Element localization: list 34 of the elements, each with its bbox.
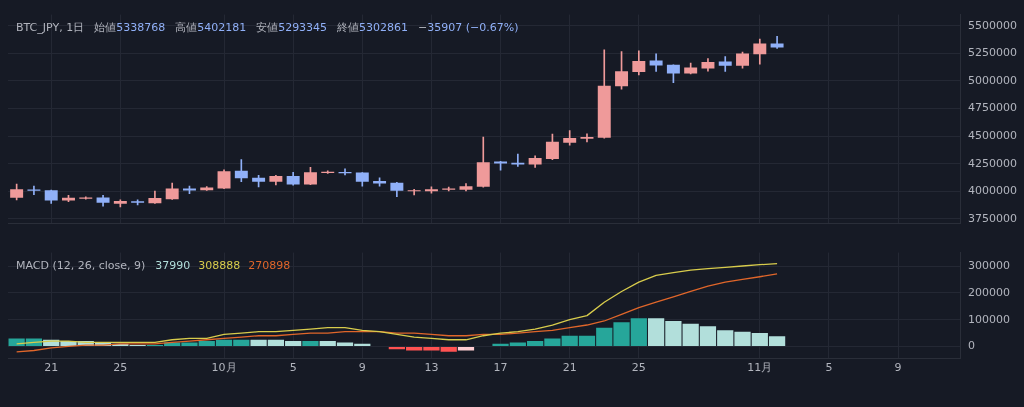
y-tick-label: 5500000 (968, 18, 1017, 32)
annotation: 37990 (155, 259, 191, 273)
x-tick-label: 17 (493, 361, 508, 375)
x-tick-label: 25 (113, 361, 128, 375)
y-tick-label: 0 (968, 339, 975, 353)
y-tick-label: 5000000 (968, 73, 1017, 87)
x-tick-label: 10月 (211, 361, 237, 375)
x-tick-label: 5 (825, 361, 833, 375)
y-tick-label: 4250000 (968, 156, 1017, 170)
annotation: 308888 (198, 259, 241, 273)
x-tick-label: 11月 (747, 361, 773, 375)
text: BTC_JPY, 1日 (16, 21, 85, 35)
x-tick-label: 25 (631, 361, 646, 375)
x-tick-label: 5 (289, 361, 297, 375)
annotation: 高値5402181 (175, 21, 247, 35)
x-tick-label: 21 (562, 361, 577, 375)
y-tick-label: 200000 (968, 285, 1010, 299)
x-tick-label: 9 (894, 361, 902, 375)
annotation: 終値5302861 (336, 21, 409, 35)
y-tick-label: 100000 (968, 312, 1010, 326)
x-tick-label: 9 (358, 361, 366, 375)
x-tick-label: 13 (424, 361, 439, 375)
text: MACD (12, 26, close, 9) (16, 259, 146, 273)
y-tick-label: 4500000 (968, 128, 1017, 142)
annotation: 始値5338768 (94, 21, 166, 35)
x-tick-label: 21 (44, 361, 59, 375)
y-tick-label: 5250000 (968, 46, 1017, 60)
annotation: 270898 (248, 259, 291, 273)
y-tick-label: 300000 (968, 258, 1010, 272)
y-tick-label: 4000000 (968, 184, 1017, 198)
y-tick-label: 3750000 (968, 211, 1017, 225)
annotation: 安値5293345 (256, 21, 328, 35)
annotation: −35907 (−0.67%) (418, 21, 519, 35)
y-tick-label: 4750000 (968, 101, 1017, 115)
